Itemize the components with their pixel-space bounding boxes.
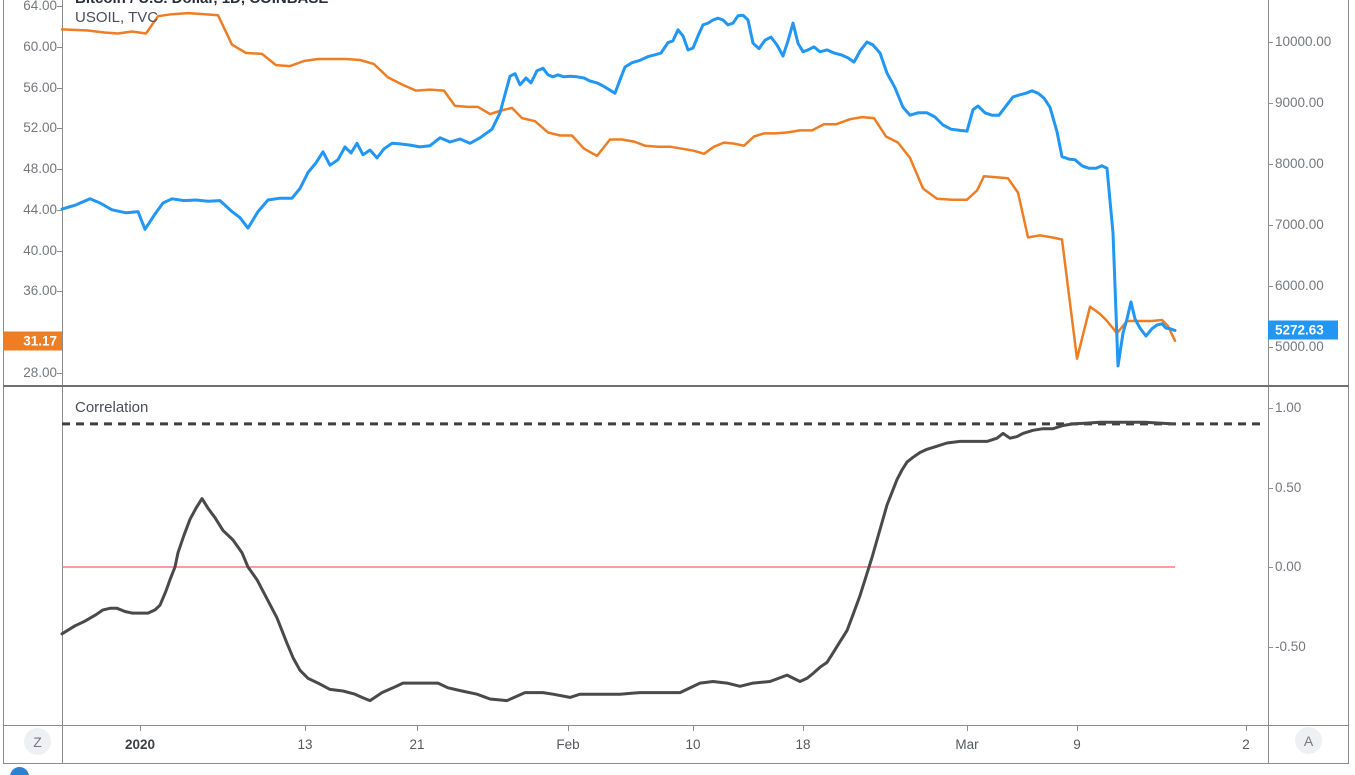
price-tick-label: 7000.00 — [1268, 217, 1324, 233]
price-tick-label: 9000.00 — [1268, 95, 1324, 111]
time-axis-label: 13 — [297, 737, 313, 752]
time-tick-mark — [568, 726, 569, 731]
time-axis-label: 2 — [1242, 737, 1250, 752]
correlation-scale[interactable]: 1.00 0.50 0.00 -0.50 — [1268, 387, 1355, 725]
price-tick-label: 64.00 — [23, 0, 62, 14]
time-axis-top-border — [3, 725, 1349, 726]
tick-mark — [57, 6, 62, 7]
tick-mark — [57, 87, 62, 89]
time-tick-mark — [1246, 726, 1247, 731]
time-axis-label: 2020 — [124, 737, 156, 752]
tick-mark — [1268, 286, 1273, 287]
series-correlation[interactable] — [60, 420, 1175, 703]
timezone-button[interactable]: Z — [24, 728, 51, 755]
price-tick-label: 5000.00 — [1268, 339, 1324, 355]
price-tick-label: 8000.00 — [1268, 156, 1324, 172]
right-price-scale[interactable]: 10000.00 9000.00 8000.00 7000.00 6000.00 5000… — [1268, 0, 1355, 386]
tick-mark — [1268, 164, 1273, 165]
price-tick-label: 44.00 — [23, 202, 62, 218]
usoil-last-price-badge: 31.17 — [3, 331, 62, 351]
time-axis-label: Mar — [955, 737, 979, 752]
tick-mark — [1268, 225, 1273, 226]
indicator-label[interactable]: Correlation — [75, 399, 149, 416]
tick-mark — [1268, 646, 1273, 648]
pane-divider[interactable] — [3, 385, 1349, 387]
tick-mark — [57, 373, 62, 374]
btc-last-price-badge: 5272.63 — [1268, 320, 1338, 340]
price-tick-label: 60.00 — [23, 39, 62, 55]
price-tick-label: 1.00 — [1268, 400, 1301, 416]
screen-right-border — [1348, 0, 1349, 763]
tick-mark — [1268, 347, 1273, 348]
plot-right-border — [1268, 0, 1269, 763]
time-axis-label: 9 — [1073, 737, 1081, 752]
time-tick-mark — [417, 726, 418, 731]
plot-left-border — [62, 0, 63, 763]
tick-mark — [57, 128, 62, 130]
legend-compare-symbol[interactable]: USOIL, TVC — [75, 9, 159, 26]
screen-left-border — [3, 0, 4, 763]
tick-mark — [1268, 42, 1273, 43]
series-bitcoin-u-s-dollar-1d-coinbase[interactable] — [60, 13, 1177, 368]
tick-mark — [57, 291, 62, 293]
time-axis-bottom-border — [3, 763, 1349, 764]
tick-mark — [1268, 408, 1273, 409]
time-axis-label: 10 — [685, 737, 701, 752]
price-tick-label: 56.00 — [23, 80, 62, 96]
price-tick-label: 0.00 — [1268, 559, 1301, 575]
price-tick-label: 0.50 — [1268, 480, 1301, 496]
time-tick-mark — [693, 726, 694, 731]
time-tick-mark — [140, 726, 141, 731]
left-price-scale[interactable]: 64.00 60.00 56.00 52.00 48.00 44.00 40.00 36.00… — [0, 0, 62, 386]
time-axis[interactable]: 2020 13 21 Feb 10 18 Mar 9 2 — [62, 726, 1268, 763]
time-axis-label: 21 — [409, 737, 425, 752]
tick-mark — [1268, 487, 1273, 489]
price-tick-label: 36.00 — [23, 283, 62, 299]
time-tick-mark — [967, 726, 968, 731]
legend-symbol-title[interactable]: Bitcoin / U.S. Dollar, 1D, COINBASE — [75, 0, 328, 8]
time-tick-mark — [803, 726, 804, 731]
price-tick-label: 28.00 — [23, 365, 62, 381]
tick-mark — [57, 169, 62, 171]
tick-mark — [57, 46, 62, 48]
price-tick-label: -0.50 — [1268, 639, 1306, 655]
time-axis-label: 18 — [795, 737, 811, 752]
price-tick-label: 48.00 — [23, 161, 62, 177]
price-tick-label: 6000.00 — [1268, 278, 1324, 294]
tick-mark — [1268, 567, 1273, 568]
time-tick-mark — [1077, 726, 1078, 731]
auto-scale-button[interactable]: A — [1295, 727, 1322, 754]
logo-icon[interactable] — [10, 767, 29, 775]
price-tick-label: 52.00 — [23, 120, 62, 136]
time-axis-label: Feb — [556, 737, 580, 752]
legend: Bitcoin / U.S. Dollar, 1D, COINBASE USOI… — [75, 0, 328, 27]
time-tick-mark — [305, 726, 306, 731]
price-tick-label: 40.00 — [23, 243, 62, 259]
tick-mark — [1268, 103, 1273, 104]
series-usoil-tvc[interactable] — [60, 11, 1177, 360]
price-tick-label: 10000.00 — [1268, 34, 1331, 50]
tick-mark — [57, 250, 62, 252]
tick-mark — [57, 209, 62, 211]
